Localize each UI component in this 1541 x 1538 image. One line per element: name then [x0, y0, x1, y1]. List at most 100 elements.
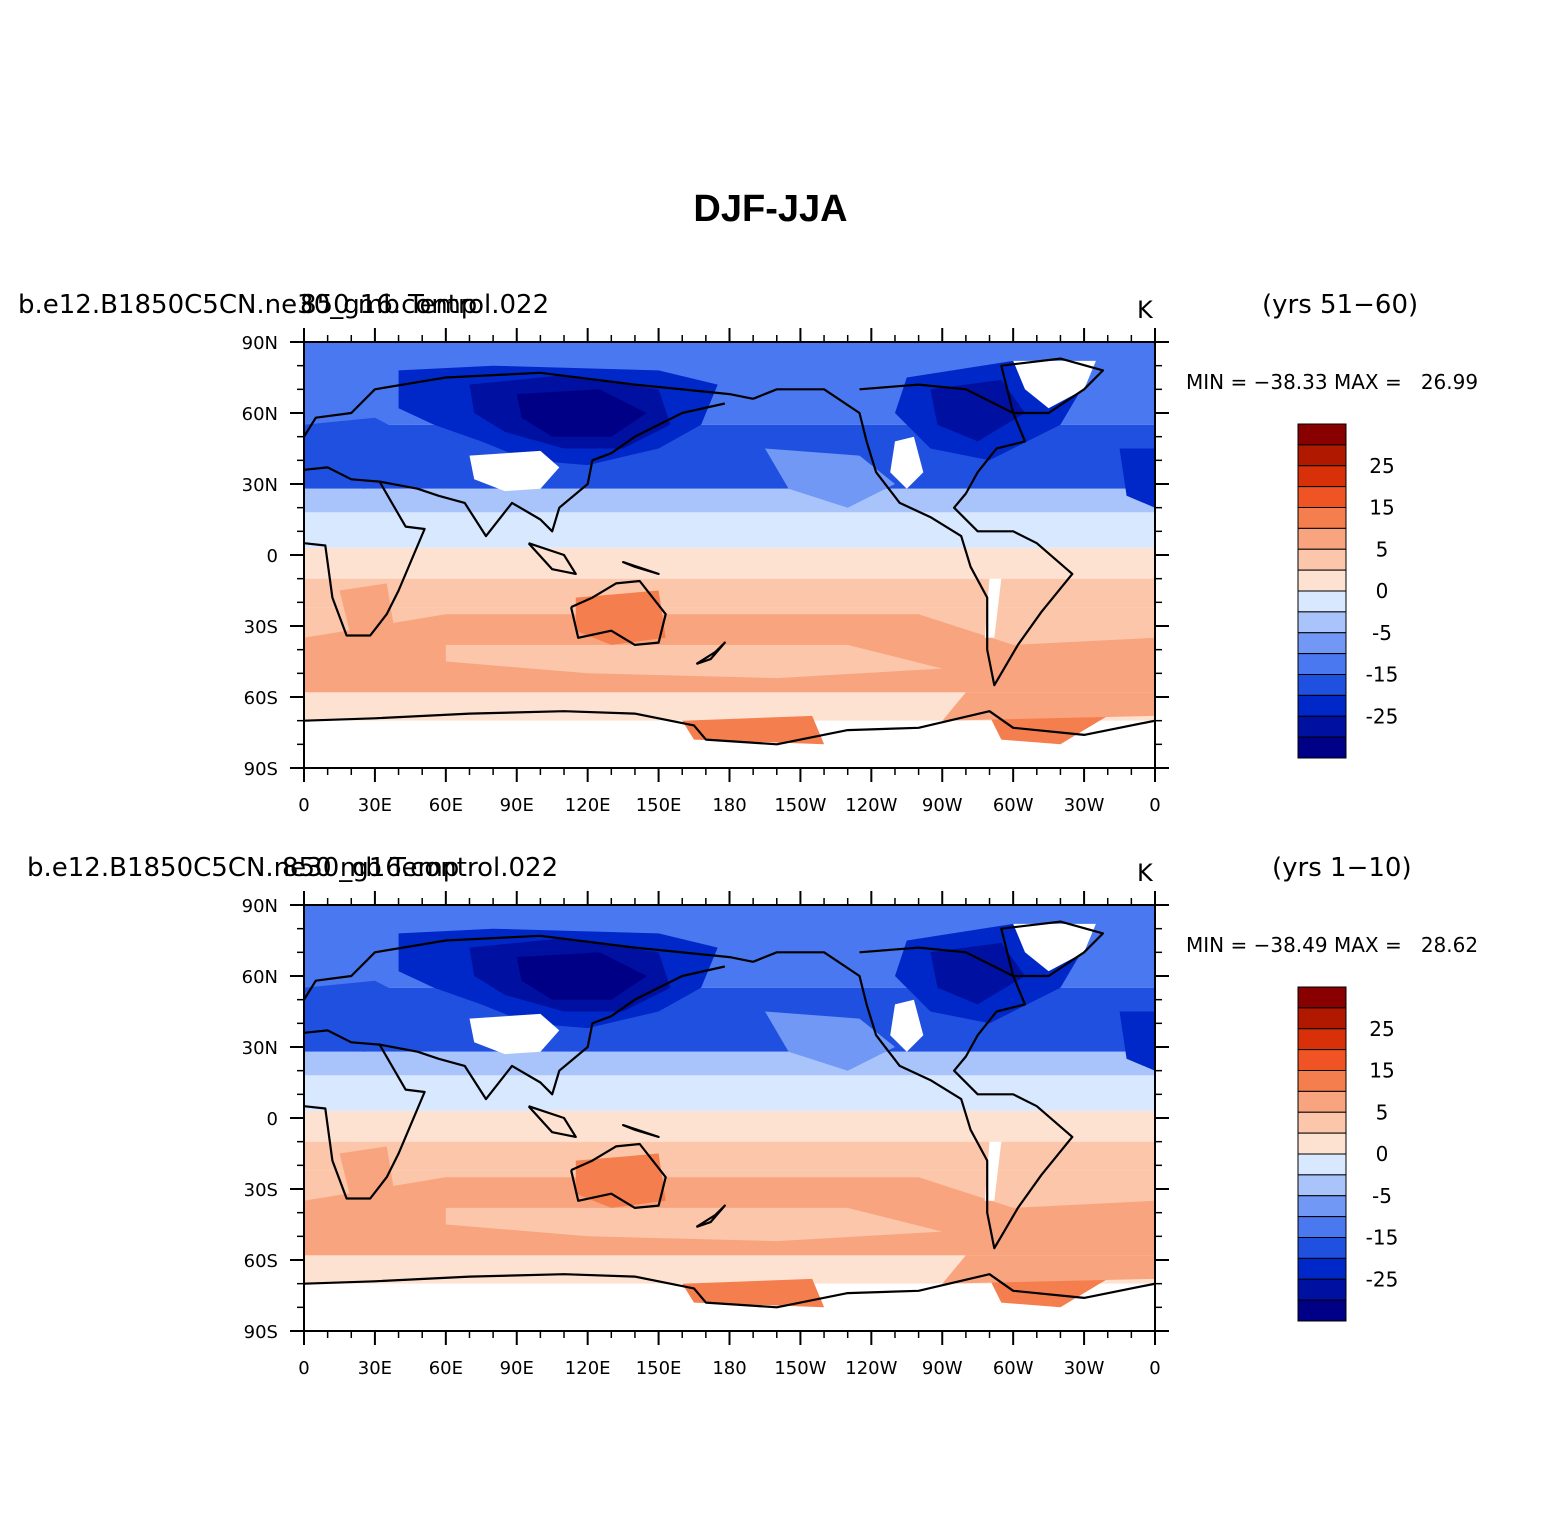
colorbar-box: [1297, 1007, 1347, 1030]
lon-label: 90E: [500, 1358, 534, 1379]
field-region: [1119, 1011, 1155, 1071]
lat-label: 60S: [244, 688, 278, 709]
panel-1-temperature-field: [304, 342, 1155, 768]
colorbar-label: 25: [1369, 1017, 1394, 1041]
colorbar-label: -25: [1366, 1267, 1399, 1291]
coastline: [304, 466, 426, 637]
colorbar-box: [1297, 1070, 1347, 1092]
field-region: [765, 448, 895, 508]
colorbar-label: -15: [1366, 663, 1399, 687]
panel-1-max-label: MAX =: [1333, 370, 1409, 394]
lon-label: 0: [1149, 1358, 1160, 1379]
field-band: [304, 1051, 1155, 1076]
coastline: [1000, 357, 1105, 415]
panel-2-min-max: MIN = −38.49 MAX = 28.62: [1186, 935, 1478, 955]
topography-mask: [984, 1141, 1002, 1201]
lat-label: 90N: [242, 896, 278, 917]
panel-1-min-value: −38.33: [1253, 370, 1328, 394]
lon-label: 60W: [993, 1358, 1034, 1379]
lon-label: 60E: [429, 1358, 463, 1379]
panel-2-max-value: 28.62: [1420, 933, 1479, 957]
field-region: [445, 644, 943, 679]
field-band: [304, 1075, 1155, 1111]
panel-1-period: (yrs 51−60): [1262, 290, 1419, 320]
colorbar-box: [1297, 1028, 1347, 1051]
field-region: [930, 942, 1025, 1005]
panel-1-units: K: [1137, 296, 1153, 324]
colorbar-label: -25: [1366, 704, 1399, 728]
lon-label: 180: [712, 795, 746, 816]
field-region: [989, 715, 1108, 745]
colorbar-label: 0: [1376, 579, 1389, 603]
lat-label: 60S: [244, 1251, 278, 1272]
coastline: [379, 402, 726, 538]
topography-mask: [890, 999, 924, 1052]
colorbar-label: 5: [1376, 537, 1389, 561]
field-region: [682, 715, 825, 745]
colorbar-label: 25: [1369, 454, 1394, 478]
field-band: [304, 512, 1155, 548]
colorbar-box: [1297, 986, 1347, 1009]
colorbar-box: [1297, 1237, 1347, 1259]
colorbar-box: [1297, 1257, 1347, 1280]
coastline: [527, 1105, 577, 1139]
field-band: [304, 578, 1155, 608]
colorbar-label: -5: [1372, 1184, 1392, 1208]
coastline: [379, 965, 726, 1101]
lat-label: 30N: [242, 1038, 278, 1059]
topography-mask: [1013, 360, 1096, 409]
coastline: [621, 560, 660, 576]
colorbar-label: 15: [1369, 1059, 1394, 1083]
field-band: [304, 720, 1155, 768]
figure-title: DJF-JJA: [693, 188, 848, 230]
colorbar-box: [1297, 1216, 1347, 1238]
lon-label: 60E: [429, 795, 463, 816]
panel-2-max-label: MAX =: [1333, 933, 1409, 957]
panel-2-period: (yrs 1−10): [1272, 853, 1412, 883]
lon-label: 90W: [922, 1358, 963, 1379]
colorbar-box: [1297, 1195, 1347, 1218]
colorbar-label: 15: [1369, 496, 1394, 520]
field-band: [304, 1141, 1155, 1171]
lon-label: 30E: [358, 1358, 392, 1379]
colorbar-label: 0: [1376, 1142, 1389, 1166]
coastline: [621, 1123, 660, 1139]
field-region: [516, 389, 647, 437]
field-region: [942, 1255, 1155, 1284]
lon-label: 150E: [636, 795, 682, 816]
lat-label: 90S: [244, 759, 278, 780]
colorbar-box: [1297, 1278, 1347, 1301]
panel-2-min-label: MIN =: [1186, 933, 1254, 957]
panel-2-units: K: [1137, 859, 1153, 887]
coastline: [752, 383, 1074, 687]
topography-mask: [984, 578, 1002, 638]
coastline: [752, 946, 1074, 1250]
field-band: [304, 1283, 1155, 1331]
topography-mask: [469, 450, 560, 492]
coastline: [304, 1029, 426, 1200]
coastline: [570, 1142, 667, 1210]
field-region: [930, 379, 1025, 442]
field-region: [989, 1278, 1108, 1308]
lat-label: 0: [267, 1109, 278, 1130]
lat-label: 30N: [242, 475, 278, 496]
lon-label: 60W: [993, 795, 1034, 816]
lat-label: 60N: [242, 967, 278, 988]
lon-label: 180: [712, 1358, 746, 1379]
lon-label: 150W: [774, 1358, 826, 1379]
colorbar-box: [1297, 1299, 1347, 1322]
coastline: [304, 371, 754, 438]
field-region: [765, 1011, 895, 1071]
colorbar-box: [1297, 1132, 1347, 1155]
lat-label: 90S: [244, 1322, 278, 1343]
panel-1-case-name: b.e12.B1850C5CN.ne30_g16.control.022: [18, 290, 550, 320]
field-region: [682, 1278, 825, 1308]
topography-mask: [1013, 923, 1096, 972]
colorbar-label: 5: [1376, 1100, 1389, 1124]
lon-label: 150E: [636, 1358, 682, 1379]
field-band: [304, 1110, 1155, 1142]
lon-label: 0: [298, 1358, 309, 1379]
